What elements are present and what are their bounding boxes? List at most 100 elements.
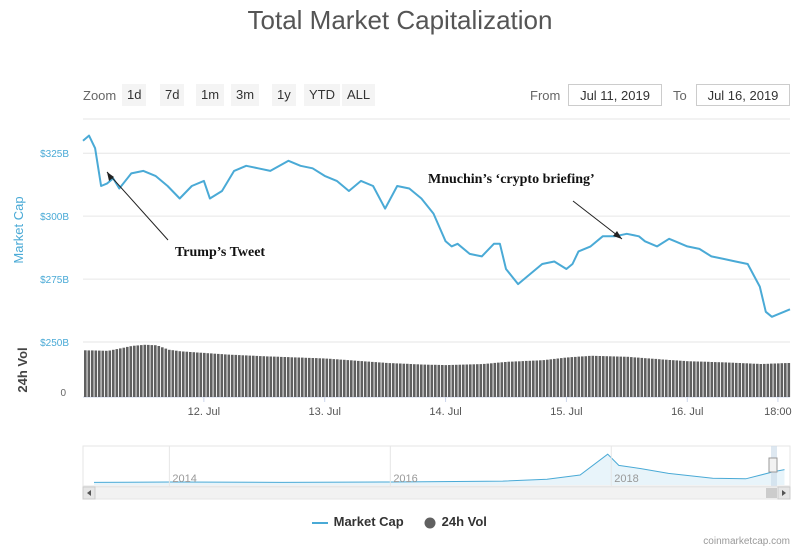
legend-circle-icon <box>424 517 436 529</box>
zoom-label: Zoom <box>83 88 117 103</box>
volume-bar <box>178 351 182 397</box>
volume-bar <box>157 346 161 397</box>
y-tick-label: $275B <box>40 275 69 286</box>
volume-bar <box>203 352 206 397</box>
volume-bar <box>112 349 115 397</box>
volume-bar <box>392 363 395 397</box>
from-date-input[interactable] <box>568 84 662 106</box>
volume-bar <box>273 356 276 397</box>
volume-bar <box>595 355 598 397</box>
volume-bar <box>168 349 171 397</box>
volume-bar <box>665 359 668 397</box>
scrollbar-thumb[interactable] <box>766 488 777 498</box>
volume-bar <box>346 360 350 397</box>
volume-bar <box>234 354 238 397</box>
zoom-1d-button[interactable]: 1d <box>122 84 147 106</box>
volume-bar <box>308 357 311 397</box>
volume-bar <box>511 361 514 397</box>
volume-bar <box>521 361 525 397</box>
zoom-3m-button[interactable]: 3m <box>231 84 260 106</box>
volume-bar <box>637 357 640 397</box>
volume-bar <box>129 346 133 397</box>
volume-bar <box>105 350 108 397</box>
zoom-1y-button[interactable]: 1y <box>272 84 296 106</box>
zoom-all-button[interactable]: ALL <box>342 84 376 106</box>
to-date-input[interactable] <box>696 84 790 106</box>
volume-bar <box>654 358 658 397</box>
volume-bar <box>619 356 623 397</box>
zoom-1m-button[interactable]: 1m <box>196 84 225 106</box>
scrollbar-track[interactable] <box>82 486 791 500</box>
to-label: To <box>673 88 687 103</box>
volume-bar <box>406 363 409 397</box>
volume-bar <box>150 345 154 397</box>
volume-bar <box>248 355 252 397</box>
volume-bar <box>455 364 458 397</box>
volume-bar <box>294 357 297 397</box>
volume-bar <box>315 358 318 397</box>
volume-bar <box>780 363 784 397</box>
volume-bar <box>469 364 472 397</box>
chevron-right-icon <box>782 490 786 496</box>
navigator-area <box>94 454 785 485</box>
x-tick-label: 12. Jul <box>188 406 220 418</box>
volume-bar <box>427 364 430 397</box>
volume-bar <box>448 365 451 397</box>
volume-bar <box>717 362 721 397</box>
volume-bar <box>549 359 553 397</box>
zoom-ytd-button[interactable]: YTD <box>304 84 340 106</box>
volume-bar <box>476 364 479 397</box>
volume-bar <box>381 362 385 397</box>
credits[interactable]: coinmarketcap.com <box>703 536 790 547</box>
volume-bar <box>504 362 507 397</box>
volume-bar <box>528 360 532 397</box>
volume-bar <box>577 356 581 397</box>
volume-bar <box>546 359 549 397</box>
volume-bar <box>581 356 584 397</box>
volume-bar <box>738 363 742 397</box>
legend-24h-vol[interactable]: 24h Vol <box>424 514 487 529</box>
volume-bar <box>560 358 563 397</box>
volume-bar <box>651 358 654 397</box>
volume-bar <box>644 358 647 397</box>
volume-bar <box>255 355 259 397</box>
arrow-head-2 <box>613 231 622 239</box>
volume-bar <box>217 353 220 397</box>
volume-bar <box>686 361 689 397</box>
volume-bar <box>126 346 129 397</box>
volume-bar <box>364 361 367 397</box>
volume-bar <box>101 350 105 397</box>
volume-bar <box>402 363 406 397</box>
x-tick-label: 14. Jul <box>429 406 461 418</box>
volume-bar <box>175 350 178 397</box>
volume-bar <box>108 350 112 397</box>
volume-bar <box>262 356 266 397</box>
navigator-handle[interactable] <box>768 457 778 473</box>
volume-bar <box>598 356 602 397</box>
volume-bar <box>602 356 605 397</box>
volume-bar <box>584 356 588 397</box>
zoom-7d-button[interactable]: 7d <box>160 84 185 106</box>
volume-bar <box>745 363 749 397</box>
volume-bar <box>269 356 273 397</box>
volume-bar <box>192 352 196 397</box>
volume-bar <box>721 362 724 397</box>
volume-bar <box>161 347 164 397</box>
volume-bar <box>770 363 773 397</box>
volume-bar <box>553 358 556 397</box>
volume-bar <box>259 356 262 397</box>
volume-bar <box>479 364 483 397</box>
legend-market-cap[interactable]: Market Cap <box>312 514 404 529</box>
volume-bar <box>430 364 434 397</box>
volume-bar <box>514 361 518 397</box>
volume-bar <box>612 356 616 397</box>
volume-bar <box>388 363 392 397</box>
volume-bar <box>343 359 346 397</box>
volume-bar <box>154 345 157 397</box>
volume-bar <box>668 360 672 397</box>
from-label: From <box>530 88 561 103</box>
x-tick-label: 15. Jul <box>550 406 582 418</box>
annotation-trumps-tweet: Trump’s Tweet <box>175 245 265 260</box>
volume-bar <box>280 356 283 397</box>
volume-bar <box>416 364 420 397</box>
